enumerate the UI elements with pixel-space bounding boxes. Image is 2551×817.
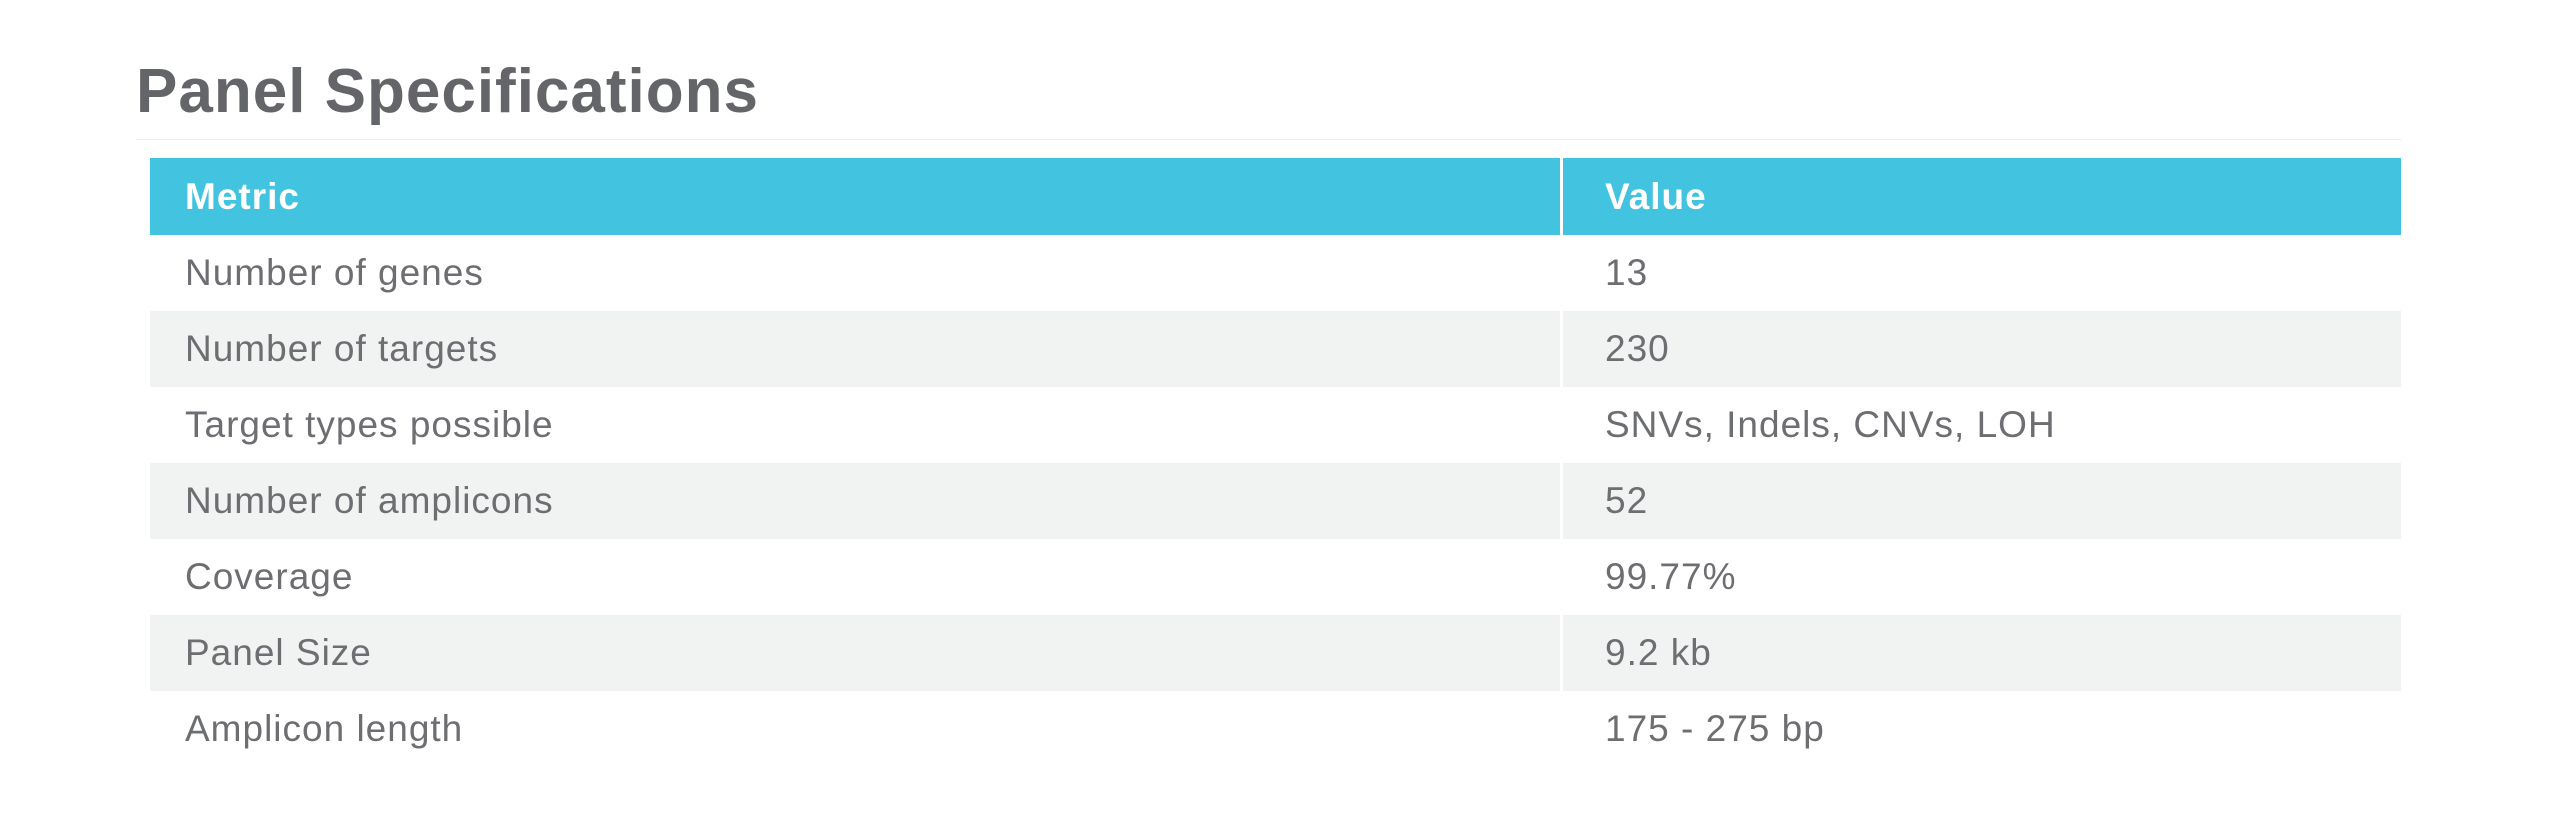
- value-cell: 99.77%: [1560, 539, 2401, 615]
- metric-cell: Amplicon length: [150, 691, 1560, 767]
- value-cell: SNVs, Indels, CNVs, LOH: [1560, 387, 2401, 463]
- column-header-metric: Metric: [150, 158, 1560, 235]
- table-header-row: Metric Value: [150, 158, 2401, 235]
- metric-cell: Panel Size: [150, 615, 1560, 691]
- value-cell: 52: [1560, 463, 2401, 539]
- table-row: Panel Size 9.2 kb: [150, 615, 2401, 691]
- panel-specifications-table: Metric Value Number of genes 13 Number o…: [150, 158, 2401, 767]
- column-header-value: Value: [1560, 158, 2401, 235]
- table-row: Number of genes 13: [150, 235, 2401, 311]
- table-row: Number of amplicons 52: [150, 463, 2401, 539]
- table-row: Target types possible SNVs, Indels, CNVs…: [150, 387, 2401, 463]
- metric-cell: Number of genes: [150, 235, 1560, 311]
- metric-cell: Target types possible: [150, 387, 1560, 463]
- table-row: Number of targets 230: [150, 311, 2401, 387]
- section-divider: [136, 139, 2401, 140]
- metric-cell: Coverage: [150, 539, 1560, 615]
- value-cell: 9.2 kb: [1560, 615, 2401, 691]
- metric-cell: Number of targets: [150, 311, 1560, 387]
- page-title: Panel Specifications: [136, 57, 759, 126]
- table-row: Amplicon length 175 - 275 bp: [150, 691, 2401, 767]
- value-cell: 175 - 275 bp: [1560, 691, 2401, 767]
- table-body: Number of genes 13 Number of targets 230…: [150, 235, 2401, 767]
- value-cell: 13: [1560, 235, 2401, 311]
- value-cell: 230: [1560, 311, 2401, 387]
- metric-cell: Number of amplicons: [150, 463, 1560, 539]
- table-row: Coverage 99.77%: [150, 539, 2401, 615]
